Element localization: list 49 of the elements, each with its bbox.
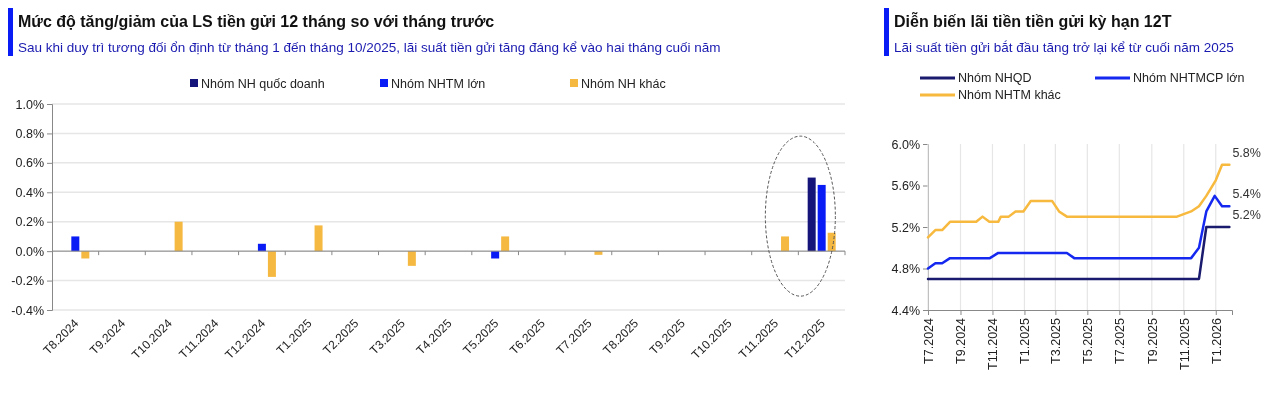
x-tick-label: T9.2024 [954,317,969,364]
y-tick-label: 5.6% [891,179,920,193]
y-tick-label: 4.8% [891,262,920,276]
bar [407,251,416,266]
data-label: 5.8% [1232,145,1261,160]
x-tick-label: T11.2024 [986,317,1001,370]
legend-label: Nhóm NHTM khác [958,88,1061,102]
line-series [926,194,1231,270]
x-tick-label: T3.2025 [1049,317,1064,364]
y-tick-label: 4.4% [891,303,920,318]
y-tick-label: 0.2% [15,215,44,230]
chart-subtitle: Lãi suất tiền gửi bắt đầu tăng trở lại kể từ cuối năm 2025 [894,40,1234,55]
x-tick-label: T5.2025 [1081,317,1096,364]
y-tick-label: -0.2% [11,274,44,289]
chart-title: Diễn biến lãi tiền tiền gửi kỳ hạn 12T [894,12,1172,30]
y-tick-label: 6.0% [891,137,920,152]
data-label: 5.2% [1232,208,1261,222]
x-tick-label: T1.2026 [1209,317,1224,364]
y-tick-label: -0.4% [11,303,44,318]
legend-label: Nhóm NHTM lớn [391,77,486,91]
x-tick-label: T7.2025 [1113,317,1128,364]
bar [491,251,500,259]
legend-label: Nhóm NH quốc doanh [201,77,325,91]
y-tick-label: 0.8% [15,126,44,141]
data-label: 5.4% [1232,187,1261,202]
y-tick-label: 0.0% [15,244,44,259]
y-tick-label: 1.0% [15,97,44,112]
bar [174,221,183,252]
bar [817,184,826,252]
legend-label: Nhóm NHTMCP lớn [1133,71,1245,85]
y-tick-label: 0.4% [15,185,44,200]
chart-title: Mức độ tăng/giảm của LS tiền gửi 12 tháng so với tháng trước [18,13,495,30]
bar [267,251,276,277]
chart-subtitle: Sau khi duy trì tương đối ổn định từ tháng 1 đến tháng 10/2025, lãi suất tiền gửi tăng đáng kể vào hai tháng cuối năm [18,40,721,55]
legend-label: Nhóm NHQD [958,71,1032,85]
bar [807,177,816,252]
x-tick-label: T1.2025 [1018,317,1033,364]
y-tick-label: 5.2% [891,220,920,235]
bar [501,236,510,252]
x-tick-label: T9.2025 [1145,317,1160,364]
bar [781,236,790,252]
line-series [926,163,1231,239]
legend-label: Nhóm NH khác [581,77,666,91]
bar [314,225,323,252]
bar [71,236,80,252]
x-tick-label: T7.2024 [921,317,936,364]
y-tick-label: 0.6% [15,156,44,171]
bar [81,251,90,259]
x-tick-label: T11.2025 [1177,317,1192,370]
